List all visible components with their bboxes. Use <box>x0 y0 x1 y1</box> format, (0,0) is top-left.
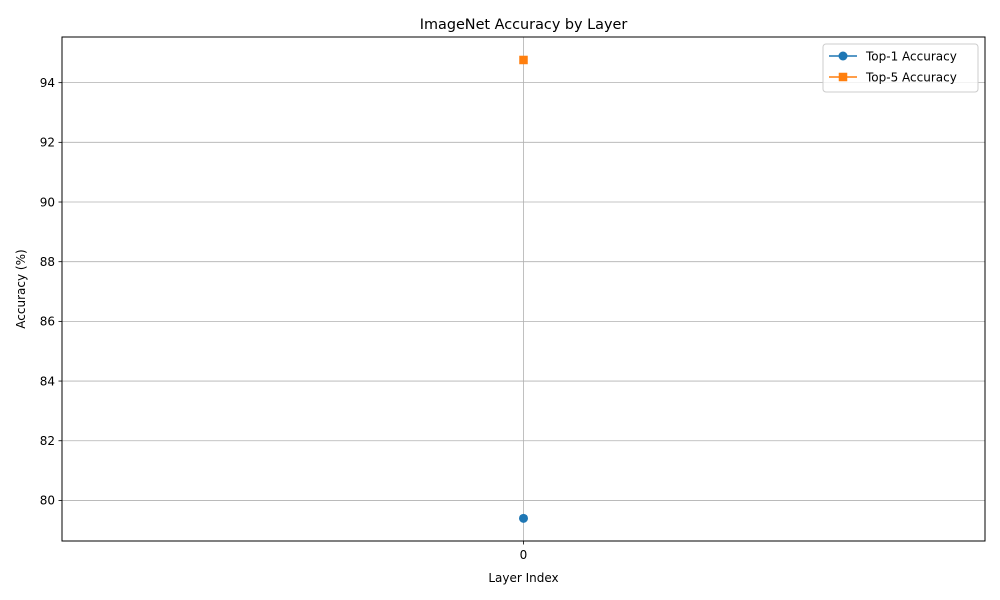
data-point-square <box>519 55 528 65</box>
y-tick-label: 92 <box>40 136 55 150</box>
legend-label-top-1: Top-1 Accuracy <box>865 50 957 64</box>
y-axis-label: Accuracy (%) <box>14 249 28 328</box>
x-tick-label: 0 <box>520 548 528 562</box>
y-tick-label: 84 <box>40 374 55 388</box>
legend-marker-top-1 <box>838 51 848 61</box>
series <box>519 55 528 523</box>
legend: Top-1 Accuracy Top-5 Accuracy <box>822 43 979 93</box>
y-tick-label: 94 <box>40 76 55 90</box>
y-tick-label: 86 <box>40 315 55 329</box>
y-tick-label: 90 <box>40 195 55 209</box>
chart-title: ImageNet Accuracy by Layer <box>420 17 628 33</box>
x-axis-label: Layer Index <box>488 571 558 585</box>
y-tick-label: 80 <box>40 494 55 508</box>
grid <box>62 37 985 541</box>
data-point-circle <box>519 513 528 523</box>
axis-ticks: 80 82 84 86 88 90 92 94 0 <box>40 76 528 562</box>
legend-entry-top-1: Top-1 Accuracy <box>829 50 957 64</box>
legend-entry-top-5: Top-5 Accuracy <box>829 71 957 85</box>
legend-label-top-5: Top-5 Accuracy <box>865 71 957 85</box>
y-tick-label: 88 <box>40 255 55 269</box>
legend-marker-top-5 <box>838 72 848 82</box>
y-tick-label: 82 <box>40 434 55 448</box>
legend-box <box>822 43 979 93</box>
